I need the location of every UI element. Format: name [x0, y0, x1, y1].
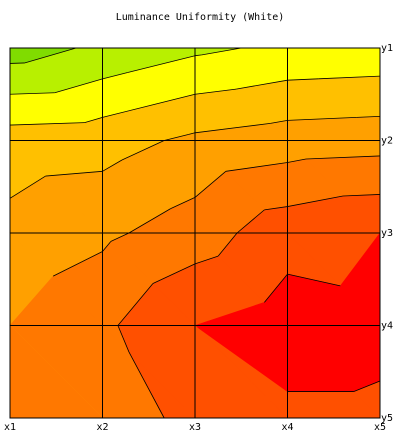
contour-line [9, 92, 55, 95]
contour-line [170, 197, 196, 210]
contour-line [117, 325, 130, 353]
x-tick-label: x3 [189, 422, 201, 433]
contour-line [305, 155, 381, 160]
contour-line [110, 232, 130, 242]
contour-line [287, 195, 344, 207]
contour-line [24, 47, 77, 64]
contour-line [157, 93, 196, 104]
contour-line [52, 251, 103, 277]
contour-line [201, 47, 242, 56]
contour-line [102, 103, 159, 118]
y-tick-label: y4 [381, 321, 393, 332]
contour-line [117, 283, 154, 326]
contour-line [194, 54, 202, 57]
contour-line [102, 159, 123, 172]
contour-line [287, 116, 357, 121]
plot-frame [9, 47, 381, 419]
x-tick-label: x2 [96, 422, 108, 433]
contour-line [188, 132, 196, 135]
contour-line [287, 158, 307, 163]
contour-line [270, 119, 288, 124]
contour-line [353, 380, 381, 392]
contour-line [342, 194, 381, 197]
contour-line [127, 55, 196, 74]
contour-line [102, 241, 112, 252]
x-tick-label: x5 [374, 422, 386, 433]
contour-line [45, 170, 103, 177]
contour-line [236, 209, 265, 234]
contour-line [194, 88, 237, 95]
contour-line [356, 115, 381, 118]
y-tick-label: y3 [381, 228, 393, 239]
contour-line [194, 122, 271, 134]
chart-title: Luminance Uniformity (White) [116, 12, 285, 23]
contour-line [217, 232, 238, 257]
contour-line [9, 122, 85, 126]
contour-line [236, 79, 288, 90]
contour-line [318, 75, 381, 80]
contour-line [264, 206, 288, 211]
contour-line [164, 133, 189, 141]
contour-line [287, 78, 319, 81]
contour-line [287, 273, 341, 287]
contour-line [128, 208, 171, 234]
contour-line [84, 116, 103, 123]
contour-line [194, 255, 219, 265]
x-tick-label: x1 [4, 422, 16, 433]
contour-line [102, 72, 128, 80]
contour-line [225, 162, 288, 172]
y-tick-label: y2 [381, 136, 393, 147]
contour-line [54, 78, 103, 94]
contour-line [152, 263, 196, 284]
y-tick-label: y5 [381, 413, 393, 424]
contour-line [121, 140, 165, 161]
y-tick-label: y1 [381, 43, 393, 54]
contour-line [9, 175, 46, 199]
x-tick-label: x4 [281, 422, 293, 433]
contour-line [194, 171, 227, 198]
contour-line [264, 273, 288, 303]
contour-line [128, 351, 165, 419]
